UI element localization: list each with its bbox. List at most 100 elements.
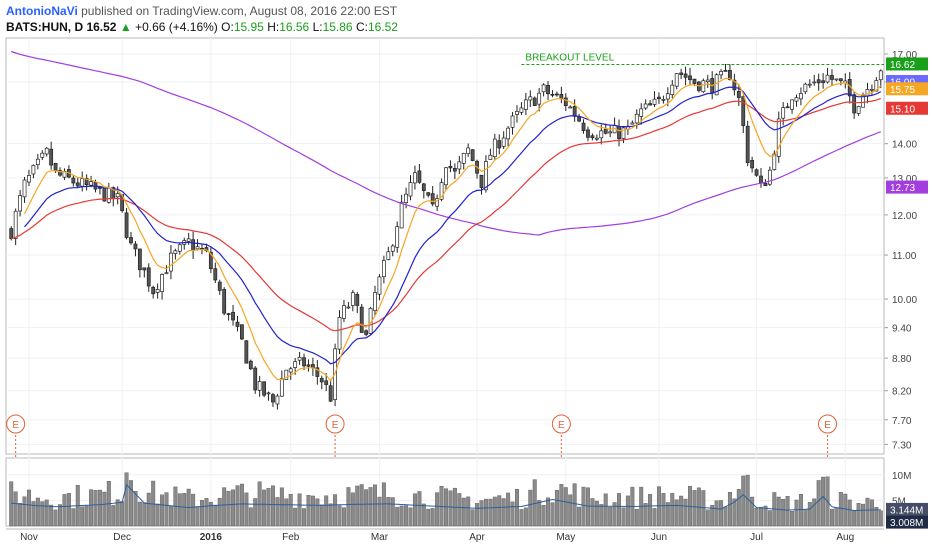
ohlc-legend: BATS:HUN, D 16.52 ▲ +0.66 (+4.16%) O:15.… bbox=[6, 20, 398, 34]
candle-body bbox=[40, 152, 45, 158]
volume-bar bbox=[585, 487, 590, 527]
candle-body bbox=[373, 292, 377, 312]
volume-bar bbox=[785, 496, 790, 527]
volume-bar bbox=[683, 498, 688, 527]
up-arrow-icon: ▲ bbox=[119, 20, 132, 34]
candle-body bbox=[381, 260, 386, 278]
candle-body bbox=[328, 385, 333, 402]
volume-bar bbox=[62, 494, 67, 527]
price-tick-label: 8.20 bbox=[892, 387, 912, 398]
low-label: L: bbox=[312, 20, 323, 34]
candle-body bbox=[80, 178, 85, 187]
author-link[interactable]: AntonioNaVi bbox=[6, 4, 78, 18]
candle-body bbox=[18, 195, 22, 212]
candle-body bbox=[812, 81, 817, 84]
candle-body bbox=[657, 96, 661, 100]
volume-bar bbox=[741, 475, 746, 527]
volume-bar bbox=[856, 503, 861, 527]
candle-body bbox=[701, 80, 706, 93]
price-axis-label: 16.62 bbox=[890, 60, 915, 71]
candle-body bbox=[89, 181, 93, 186]
volume-bar bbox=[226, 490, 231, 527]
volume-bar bbox=[293, 507, 298, 527]
volume-axis-label-bg bbox=[886, 515, 928, 529]
candle-body bbox=[98, 187, 102, 189]
candle-body bbox=[772, 153, 777, 170]
candle-body bbox=[71, 177, 76, 184]
candle-body bbox=[151, 286, 156, 295]
candle-body bbox=[741, 96, 746, 126]
ema-mid-line bbox=[24, 86, 882, 365]
candle-body bbox=[586, 129, 590, 138]
volume-bar bbox=[58, 504, 62, 527]
volume-bar bbox=[435, 492, 440, 527]
candle-body bbox=[541, 84, 546, 93]
candle-body bbox=[186, 238, 191, 242]
candle-body bbox=[417, 170, 422, 183]
candle-body bbox=[479, 174, 484, 188]
candle-body bbox=[390, 245, 395, 252]
candle-body bbox=[386, 251, 391, 260]
candle-body bbox=[781, 107, 786, 119]
volume-bar bbox=[89, 489, 94, 527]
volume-bar bbox=[191, 493, 196, 527]
volume-bar bbox=[315, 498, 320, 527]
candle-body bbox=[319, 378, 324, 383]
volume-bar bbox=[213, 504, 218, 527]
candle-body bbox=[22, 179, 27, 198]
candle-body bbox=[719, 71, 723, 76]
volume-bar bbox=[612, 502, 617, 527]
candle-body bbox=[244, 340, 249, 364]
sma-long-line bbox=[11, 50, 882, 236]
volume-bar bbox=[337, 505, 342, 527]
volume-bar bbox=[865, 497, 870, 527]
price-axis-label-bg bbox=[886, 57, 928, 71]
candle-body bbox=[115, 193, 120, 198]
volume-bar bbox=[275, 497, 280, 527]
candle-body bbox=[195, 246, 200, 250]
sma-slow-line bbox=[11, 98, 881, 332]
volume-bar bbox=[834, 507, 839, 527]
volume-bar bbox=[546, 497, 551, 527]
candle-body bbox=[27, 175, 31, 183]
volume-tick-label: 5M bbox=[892, 496, 906, 507]
volume-bar bbox=[97, 489, 102, 527]
candle-body bbox=[723, 70, 728, 72]
candle-body bbox=[705, 79, 710, 83]
volume-bar bbox=[426, 508, 431, 527]
candle-body bbox=[581, 122, 586, 131]
candle-body bbox=[235, 321, 240, 327]
volume-bar bbox=[861, 503, 866, 527]
candle-body bbox=[395, 226, 400, 248]
candle-body bbox=[266, 392, 271, 395]
candle-body bbox=[861, 95, 865, 108]
price-tick-label: 14.00 bbox=[892, 140, 917, 151]
candle-body bbox=[546, 85, 550, 95]
candle-body bbox=[501, 137, 506, 147]
volume-bar bbox=[262, 489, 267, 527]
candle-body bbox=[84, 178, 89, 186]
volume-bar bbox=[53, 509, 58, 527]
volume-axis-label: 3.144M bbox=[890, 505, 923, 516]
candle-body bbox=[31, 165, 36, 175]
volume-bar bbox=[266, 487, 271, 527]
price-axis-label-bg bbox=[886, 180, 928, 194]
volume-bar bbox=[559, 484, 564, 527]
volume-bar bbox=[763, 505, 768, 527]
volume-bar bbox=[878, 510, 883, 527]
volume-bar bbox=[341, 507, 346, 527]
volume-bar bbox=[537, 500, 542, 527]
volume-bar bbox=[9, 481, 14, 527]
volume-bar bbox=[727, 492, 732, 527]
volume-bar bbox=[359, 484, 364, 527]
symbol-label[interactable]: BATS:HUN, D bbox=[6, 20, 84, 34]
candle-body bbox=[466, 147, 471, 155]
candle-body bbox=[670, 84, 675, 96]
candle-body bbox=[630, 122, 635, 125]
volume-bar bbox=[466, 496, 471, 527]
candle-body bbox=[124, 212, 129, 238]
volume-bar bbox=[692, 490, 697, 527]
candle-body bbox=[825, 74, 830, 83]
candle-body bbox=[661, 99, 666, 101]
